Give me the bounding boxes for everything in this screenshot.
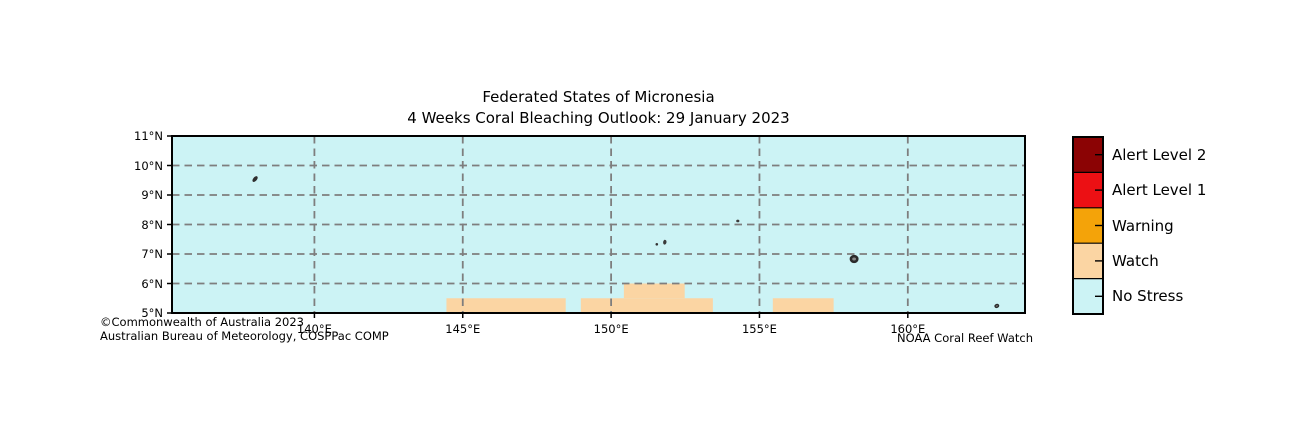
x-tick-label: 160°E: [890, 322, 926, 336]
x-tick-label: 150°E: [593, 322, 629, 336]
attribution-line1: ©Commonwealth of Australia 2023: [100, 315, 305, 329]
legend-label: No Stress: [1112, 287, 1184, 306]
chart-title: Federated States of Micronesia 4 Weeks C…: [172, 87, 1025, 129]
island-minto-reef: [736, 219, 740, 223]
island-yap: [252, 176, 258, 182]
watch-region: [580, 298, 713, 313]
x-tick-label: 140°E: [296, 322, 332, 336]
y-tick-label: 7°N: [141, 247, 163, 261]
x-tick-label: 155°E: [741, 322, 777, 336]
island-chuuk: [663, 239, 667, 245]
attribution-line2: Australian Bureau of Meteorology, COSPPa…: [100, 328, 389, 343]
chart-title-line1: Federated States of Micronesia: [482, 88, 715, 106]
watch-region: [446, 298, 566, 313]
legend-label: Warning: [1112, 216, 1174, 235]
y-tick-label: 5°N: [141, 306, 163, 320]
watch-region: [623, 283, 685, 299]
legend-colorbar-border: [1072, 136, 1104, 315]
x-tick-label: 145°E: [445, 322, 481, 336]
y-tick-label: 6°N: [141, 276, 163, 291]
island-kosrae: [994, 303, 1000, 309]
island-pohnpei: [849, 254, 859, 264]
chart-title-line2: 4 Weeks Coral Bleaching Outlook: 29 Janu…: [407, 109, 790, 127]
y-tick-label: 9°N: [141, 188, 163, 202]
island-chuuk-west: [655, 242, 659, 246]
y-tick-label: 11°N: [134, 129, 163, 143]
noaa-credit: NOAA Coral Reef Watch: [897, 331, 1033, 345]
y-tick-label: 10°N: [134, 158, 163, 173]
y-tick-label: 8°N: [141, 217, 163, 232]
legend-label: Alert Level 2: [1112, 145, 1207, 164]
legend-label: Watch: [1112, 251, 1159, 270]
legend-label: Alert Level 1: [1112, 181, 1207, 200]
watch-region: [772, 298, 834, 313]
attribution-block: ©Commonwealth of Australia 2023 Australi…: [100, 315, 389, 343]
